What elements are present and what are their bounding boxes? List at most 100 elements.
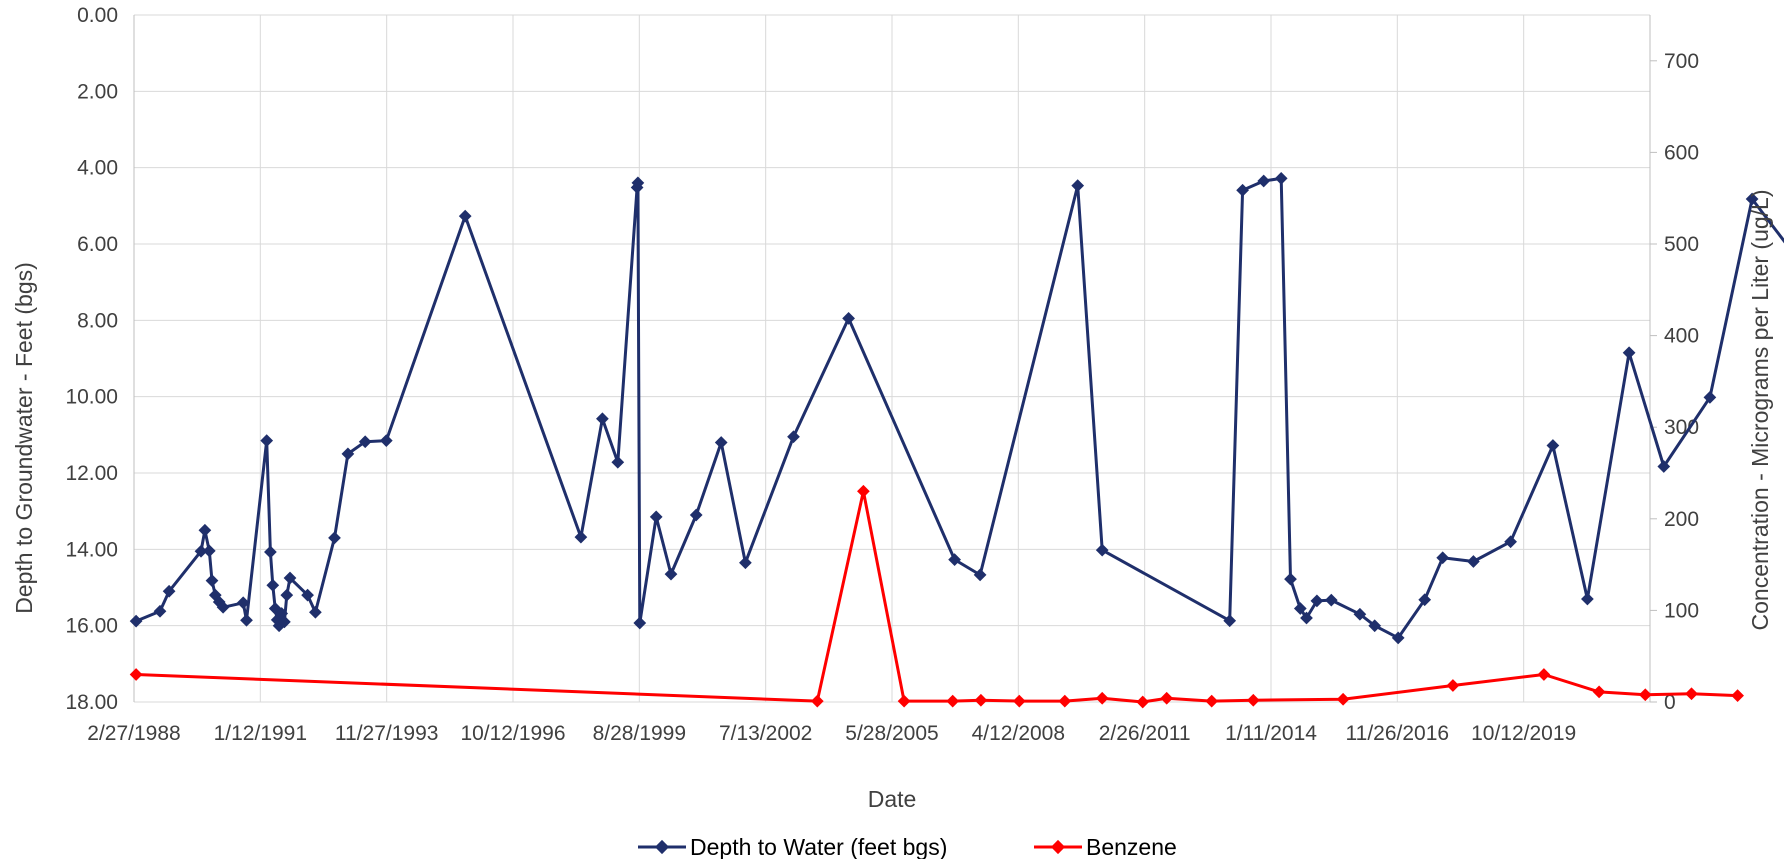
y-left-tick-label: 6.00 <box>77 233 118 256</box>
depth-series-line <box>135 176 1784 640</box>
benzene-series-line <box>136 489 1738 704</box>
depth-point <box>202 544 216 558</box>
benzene-point <box>1136 695 1150 709</box>
depth-point <box>260 434 274 447</box>
depth-point <box>689 508 703 522</box>
y-left-tick-label: 0.00 <box>77 4 118 27</box>
depth-point <box>611 455 625 469</box>
axes-layer: 2/27/1988 1/12/1991 11/27/1993 10/12/1996 8/… <box>65 4 1699 745</box>
depth-point <box>264 545 277 559</box>
legend-benzene-marker <box>1050 839 1066 855</box>
depth-point <box>1095 543 1109 557</box>
x-tick-label: 10/12/1996 <box>460 722 565 745</box>
benzene-point <box>946 694 960 708</box>
depth-point <box>266 578 280 592</box>
depth-point <box>153 604 167 618</box>
depth-point <box>1622 346 1636 360</box>
depth-point <box>633 616 647 630</box>
depth-point <box>1581 592 1594 606</box>
benzene-point <box>1058 694 1072 708</box>
legend-item-depth: Depth to Water (feet bgs) <box>638 834 947 859</box>
x-tick-label: 1/12/1991 <box>214 722 307 745</box>
depth-point <box>1546 439 1560 452</box>
y-left-tick-label: 2.00 <box>77 80 118 103</box>
benzene-point <box>897 694 911 708</box>
depth-point <box>649 510 663 524</box>
depth-point <box>358 435 372 449</box>
series-layer <box>129 172 1784 709</box>
y-right-tick-label: 100 <box>1664 599 1699 622</box>
depth-point <box>328 531 341 545</box>
benzene-point <box>1246 693 1260 707</box>
y-right-tick-label: 200 <box>1664 508 1699 531</box>
depth-point <box>1071 179 1085 192</box>
depth-point <box>574 530 588 544</box>
y-left-tick-label: 16.00 <box>65 615 118 638</box>
y-left-tick-label: 18.00 <box>65 691 118 714</box>
legend-benzene-label: Benzene <box>1086 834 1177 859</box>
depth-point <box>714 436 728 449</box>
benzene-point <box>1446 679 1460 692</box>
benzene-point <box>1731 689 1744 702</box>
benzene-point <box>1336 692 1350 706</box>
benzene-point <box>1685 687 1698 701</box>
depth-point <box>458 209 472 223</box>
benzene-point <box>1160 691 1174 705</box>
depth-point <box>1274 172 1288 185</box>
legend: Depth to Water (feet bgs) Benzene <box>638 834 1177 859</box>
x-tick-label: 7/13/2002 <box>719 722 812 745</box>
grid-layer <box>133 14 1650 703</box>
benzene-point <box>810 694 824 708</box>
depth-point <box>280 588 294 602</box>
legend-depth-marker <box>654 839 670 855</box>
depth-point <box>379 434 393 447</box>
x-tick-label: 5/28/2005 <box>845 722 938 745</box>
benzene-point <box>857 484 870 498</box>
y-right-tick-label: 600 <box>1664 141 1699 164</box>
depth-point <box>1467 555 1480 568</box>
y-axis-right-title: Concentration - Micrograms per Liter (ug… <box>1747 190 1773 631</box>
depth-point <box>240 613 253 627</box>
depth-point <box>1436 551 1450 565</box>
depth-point <box>1324 593 1338 607</box>
benzene-point <box>1592 685 1606 699</box>
depth-point <box>739 556 752 570</box>
depth-point <box>1236 183 1249 197</box>
depth-point <box>1284 572 1297 586</box>
x-axis-title: Date <box>868 786 917 812</box>
depth-point <box>596 412 609 426</box>
x-tick-label: 2/26/2011 <box>1099 722 1191 745</box>
y-left-tick-label: 8.00 <box>77 309 118 332</box>
y-left-tick-label: 12.00 <box>65 462 118 485</box>
depth-point <box>973 568 987 582</box>
y-left-tick-label: 10.00 <box>65 386 118 409</box>
depth-point <box>787 430 800 444</box>
depth-point <box>1223 614 1237 628</box>
depth-point <box>664 567 678 581</box>
x-tick-label: 10/12/2019 <box>1471 722 1576 745</box>
depth-point <box>205 574 219 587</box>
benzene-point <box>974 693 988 707</box>
x-tick-label: 1/11/2014 <box>1225 722 1317 745</box>
legend-item-benzene: Benzene <box>1034 834 1177 859</box>
x-tick-label: 11/26/2016 <box>1346 722 1450 745</box>
y-right-tick-label: 700 <box>1664 50 1699 73</box>
y-right-tick-label: 300 <box>1664 416 1699 439</box>
y-left-tick-label: 14.00 <box>65 538 118 561</box>
benzene-point <box>1012 694 1026 708</box>
depth-point <box>1504 535 1517 549</box>
y-right-tick-label: 400 <box>1664 325 1699 348</box>
depth-point <box>309 605 322 619</box>
x-tick-label: 11/27/1993 <box>335 722 439 745</box>
depth-point <box>341 447 355 461</box>
depth-point <box>948 553 961 566</box>
x-tick-label: 8/28/1999 <box>593 722 686 745</box>
x-tick-label: 4/12/2008 <box>972 722 1065 745</box>
y-right-tick-label: 0 <box>1664 691 1676 714</box>
benzene-point <box>1095 691 1109 705</box>
x-tick-label: 2/27/1988 <box>87 722 180 745</box>
depth-point <box>1257 174 1271 188</box>
depth-point <box>198 523 212 537</box>
benzene-point <box>1537 668 1551 681</box>
